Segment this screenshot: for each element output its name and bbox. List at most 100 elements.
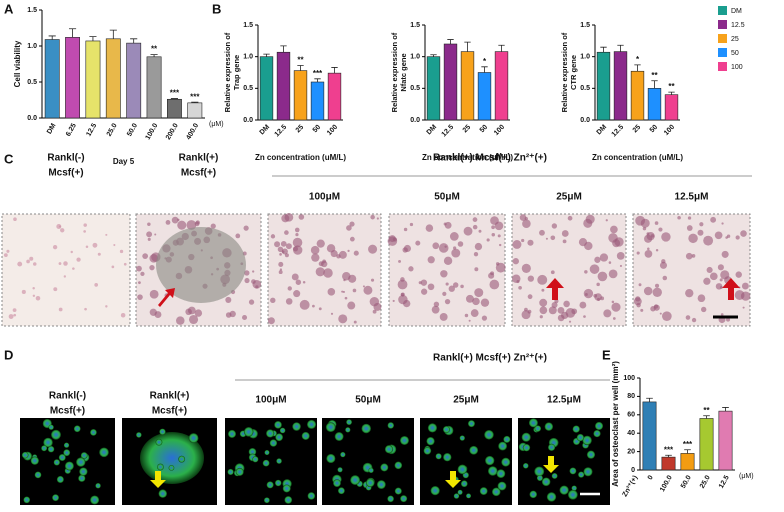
stain-dot	[252, 270, 255, 273]
stain-dot	[562, 239, 567, 244]
x-tick-label: 25.0	[106, 122, 119, 137]
cell	[593, 429, 601, 438]
cell	[264, 449, 270, 456]
stain-dot	[370, 278, 375, 282]
stain-dot	[243, 225, 249, 231]
stain-dot	[548, 306, 557, 315]
bar	[105, 38, 121, 119]
x-tick-label: 100	[326, 124, 339, 137]
error-bar	[651, 80, 658, 89]
stain-dot	[298, 214, 305, 220]
stain-dot	[318, 307, 322, 311]
stain-dot	[177, 218, 180, 222]
stain-dot	[521, 238, 525, 243]
stain-dot	[284, 253, 289, 258]
legend-label: DM	[731, 8, 742, 15]
stain-dot	[83, 223, 87, 227]
cell	[430, 485, 440, 496]
stain-dot	[92, 242, 98, 248]
stain-dot	[154, 311, 162, 319]
cell	[457, 464, 468, 475]
cell	[571, 485, 577, 491]
y-tick-label: 20	[627, 448, 635, 455]
stain-dot	[165, 219, 171, 225]
cell	[301, 431, 310, 440]
stain-dot	[97, 252, 101, 256]
error-bar	[48, 35, 56, 40]
cell	[90, 429, 97, 436]
cell	[485, 455, 495, 466]
y-tick-label: 1.5	[27, 7, 37, 14]
cell	[158, 489, 168, 498]
stain-dot	[32, 294, 36, 297]
x-tick-label: 12.5	[274, 124, 289, 139]
cell	[34, 471, 42, 479]
legend-swatch	[718, 6, 727, 15]
stain-dot	[611, 302, 621, 312]
stain-dot	[267, 317, 275, 325]
y-tick-label: 0.0	[410, 117, 420, 124]
stain-dot	[464, 313, 469, 318]
x-tick-label: 100	[663, 124, 676, 137]
significance: **	[668, 82, 675, 91]
significance: **	[651, 71, 658, 80]
cell	[306, 419, 317, 429]
cell	[292, 422, 301, 431]
stain-dot	[392, 237, 397, 242]
stain-dot	[194, 309, 203, 317]
y-tick-label: 0.5	[27, 79, 37, 86]
stain-dot	[640, 218, 650, 228]
stain-dot	[472, 224, 478, 230]
cell	[521, 432, 531, 442]
x-tick-label: 25.0	[699, 474, 712, 489]
cell	[337, 487, 345, 495]
stain-dot	[438, 243, 449, 253]
stain-dot	[721, 250, 729, 258]
panel-label: C	[4, 151, 14, 166]
significance: ***	[664, 445, 674, 454]
stain-dot	[710, 216, 717, 223]
stain-dot	[341, 290, 344, 293]
cell	[56, 475, 64, 483]
stain-dot	[596, 282, 600, 287]
x-tick-label: 100.0	[145, 122, 160, 141]
stain-dot	[706, 266, 713, 274]
x-tick-label: 6.25	[65, 122, 78, 137]
stain-dot	[60, 228, 65, 233]
x-tick-label: 200.0	[165, 122, 180, 141]
stain-dot	[270, 234, 276, 239]
cell	[159, 428, 166, 435]
stain-dot	[597, 271, 608, 282]
cell	[73, 425, 81, 433]
stain-dot	[285, 298, 293, 305]
stain-dot	[468, 319, 471, 322]
cell	[548, 443, 556, 451]
stain-dot	[362, 285, 365, 288]
stain-dot	[703, 235, 714, 246]
stain-dot	[511, 274, 521, 284]
stain-dot	[719, 285, 723, 289]
stain-dot	[636, 251, 640, 255]
group-header: Rankl(+) Mcsf(+) Zn²⁺(+)	[433, 353, 547, 364]
stain-dot	[497, 234, 501, 238]
stain-dot	[94, 283, 99, 287]
stain-dot	[12, 308, 17, 313]
cell	[400, 495, 408, 503]
cell	[551, 472, 558, 479]
bar	[276, 51, 291, 121]
x-tick-label: DM	[46, 122, 58, 135]
stain-dot	[654, 283, 660, 288]
cell	[274, 421, 282, 429]
stain-dot	[176, 316, 185, 325]
cell	[487, 466, 498, 476]
stain-dot	[697, 229, 704, 236]
x-tick-label: 12.5	[718, 474, 731, 489]
column-label: Rankl(-)	[49, 391, 86, 402]
stain-dot	[63, 275, 67, 278]
error-bar	[191, 101, 199, 103]
stain-dot	[123, 262, 127, 266]
column-label: 25μM	[556, 192, 582, 203]
stain-dot	[21, 289, 26, 294]
cell	[576, 433, 585, 442]
stain-dot	[294, 227, 300, 233]
